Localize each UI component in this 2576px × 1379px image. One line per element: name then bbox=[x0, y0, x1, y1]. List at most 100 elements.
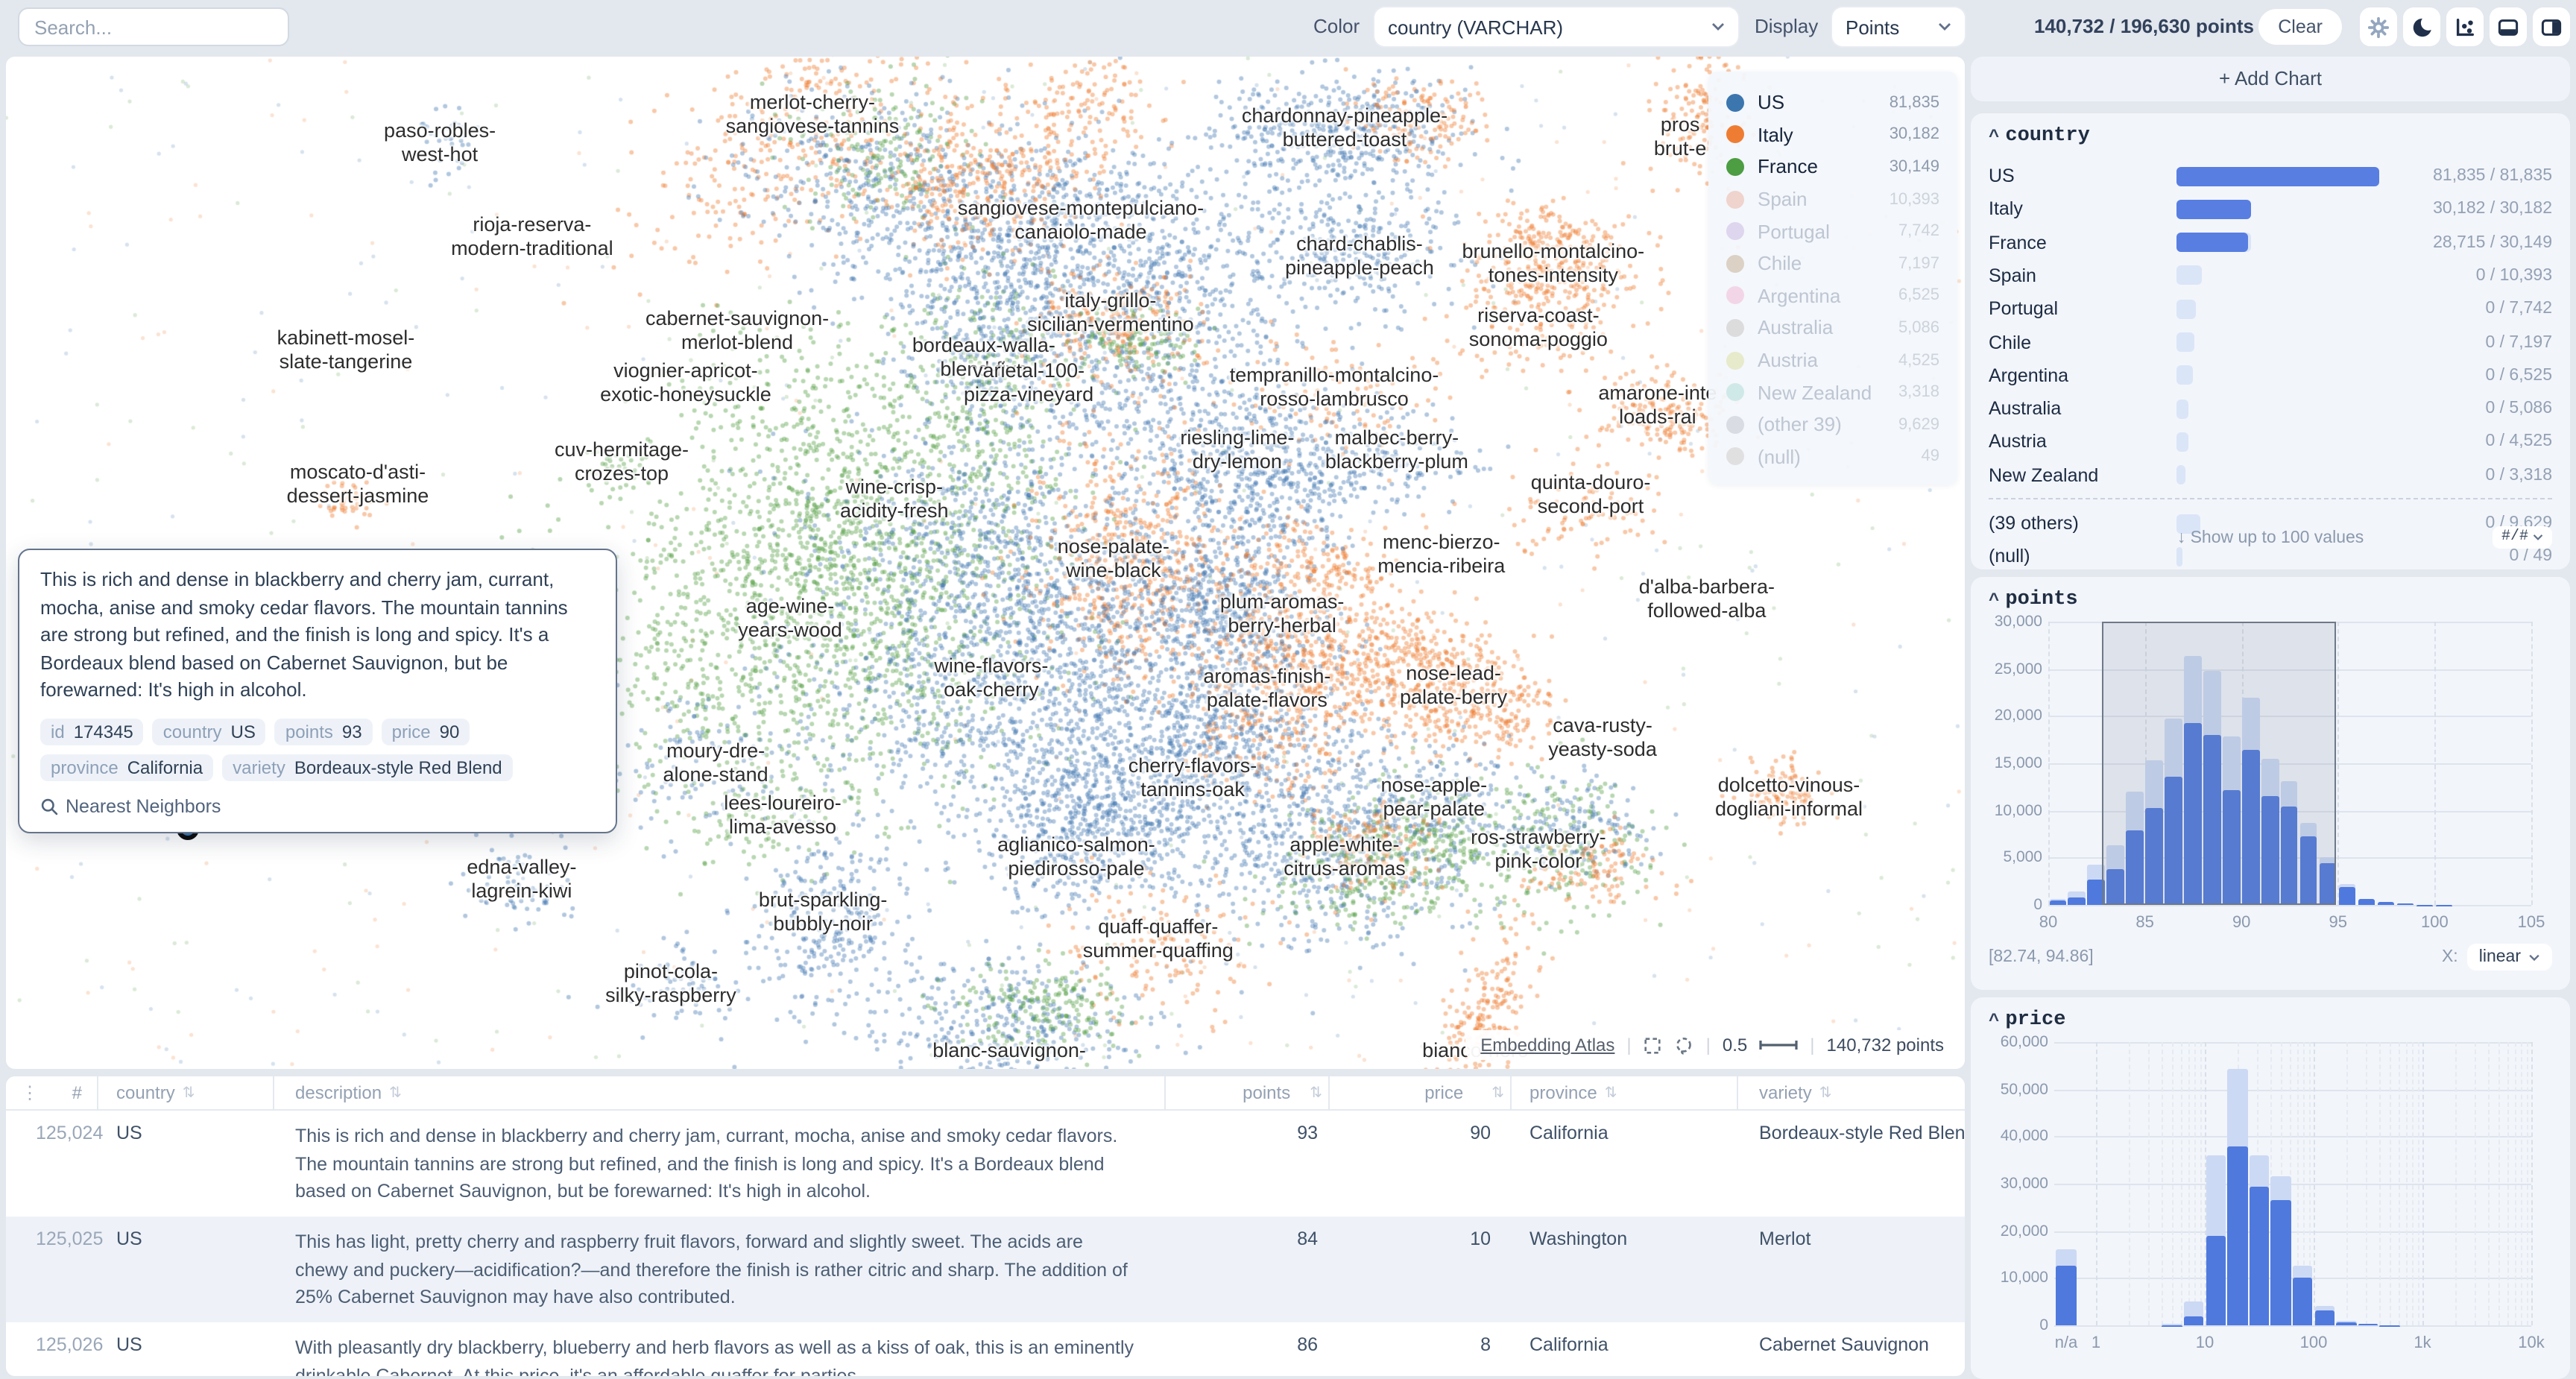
legend-item-argentina[interactable]: Argentina 6,525 bbox=[1708, 280, 1957, 312]
legend-item-france[interactable]: France 30,149 bbox=[1708, 151, 1957, 183]
country-row--null-[interactable]: (null) 0 / 49 bbox=[1989, 546, 2552, 567]
country-row-austria[interactable]: Austria 0 / 4,525 bbox=[1989, 431, 2552, 452]
tooltip-field-id: id 174345 bbox=[40, 718, 144, 745]
legend-item-portugal[interactable]: Portugal 7,742 bbox=[1708, 215, 1957, 247]
scale-bar-icon bbox=[1759, 1041, 1798, 1050]
country-row-portugal[interactable]: Portugal 0 / 7,742 bbox=[1989, 298, 2552, 320]
tooltip-description: This is rich and dense in blackberry and… bbox=[40, 568, 568, 701]
price-histogram[interactable] bbox=[2054, 1042, 2533, 1327]
price-chart-title: ^ price bbox=[1989, 1009, 2066, 1032]
column-header-country[interactable]: country ⇅ bbox=[98, 1076, 274, 1109]
tooltip-field-points: points 93 bbox=[274, 718, 373, 745]
embedding-map[interactable]: paso-robles-west-hot merlot-cherry-sangio… bbox=[6, 57, 1965, 1069]
column-header-id: # bbox=[36, 1076, 98, 1109]
legend-color-dot bbox=[1726, 447, 1744, 466]
points-histogram[interactable] bbox=[2048, 622, 2533, 906]
bottom-panel-icon bbox=[2498, 19, 2519, 35]
column-header-description[interactable]: description ⇅ bbox=[274, 1076, 1166, 1109]
display-select[interactable]: Points bbox=[1832, 7, 1965, 46]
table-row[interactable]: 125,026 US With pleasantly dry blackberry,… bbox=[36, 1334, 1929, 1376]
points-chart-card: ^ points [82.74, 94.86] X: linear 0 5,000… bbox=[1971, 577, 2570, 990]
country-row-australia[interactable]: Australia 0 / 5,086 bbox=[1989, 398, 2552, 420]
count-format-select[interactable]: #/# bbox=[2492, 526, 2552, 549]
country-row-italy[interactable]: Italy 30,182 / 30,182 bbox=[1989, 198, 2552, 220]
x-axis-label: X: bbox=[2441, 948, 2458, 966]
country-row-france[interactable]: France 28,715 / 30,149 bbox=[1989, 232, 2552, 253]
column-header-variety[interactable]: variety ⇅ bbox=[1759, 1082, 1832, 1103]
display-select-value: Points bbox=[1846, 16, 1900, 38]
chevron-down-icon bbox=[1939, 23, 1951, 31]
x-scale-select[interactable]: linear bbox=[2466, 944, 2552, 971]
column-header-points[interactable]: points ⇅ bbox=[1166, 1076, 1330, 1109]
legend-color-dot bbox=[1726, 93, 1744, 112]
legend-item-chile[interactable]: Chile 7,197 bbox=[1708, 247, 1957, 280]
legend-color-dot bbox=[1726, 125, 1744, 144]
chevron-down-icon bbox=[2529, 953, 2539, 961]
brush-range-label: [82.74, 94.86] bbox=[1989, 948, 2094, 966]
rect-select-icon[interactable] bbox=[1644, 1035, 1663, 1055]
country-row-chile[interactable]: Chile 0 / 7,197 bbox=[1989, 332, 2552, 353]
scatter-chart-icon bbox=[2456, 18, 2474, 36]
nearest-neighbors-link[interactable]: Nearest Neighbors bbox=[40, 796, 595, 817]
bottom-panel-toggle-button[interactable] bbox=[2490, 7, 2527, 46]
legend-color-dot bbox=[1726, 254, 1744, 273]
price-chart-card: ^ price 0 10,000 20,000 30,000 40,000 50,000 6… bbox=[1971, 997, 2570, 1379]
add-chart-button[interactable]: + Add Chart bbox=[1971, 57, 2570, 101]
collapse-icon[interactable]: ^ bbox=[1989, 590, 2000, 610]
legend-item-australia[interactable]: Australia 5,086 bbox=[1708, 312, 1957, 344]
color-label: Color bbox=[1313, 15, 1360, 37]
sort-icon[interactable]: ⇅ bbox=[1491, 1085, 1504, 1101]
clear-selection-button[interactable]: Clear bbox=[2258, 9, 2342, 45]
legend-item-italy[interactable]: Italy 30,182 bbox=[1708, 119, 1957, 151]
search-input[interactable] bbox=[18, 7, 289, 46]
magnifier-icon bbox=[41, 798, 58, 815]
country-row-us[interactable]: US 81,835 / 81,835 bbox=[1989, 165, 2552, 186]
legend-color-dot bbox=[1726, 318, 1744, 337]
show-more-values-link[interactable]: ↓ Show up to 100 values bbox=[2176, 529, 2364, 547]
collapse-icon[interactable]: ^ bbox=[1989, 126, 2000, 147]
right-panel-toggle-button[interactable] bbox=[2533, 7, 2570, 46]
points-brush[interactable] bbox=[2101, 622, 2336, 905]
column-header-price[interactable]: price ⇅ bbox=[1330, 1076, 1512, 1109]
sort-icon[interactable]: ⇅ bbox=[182, 1085, 195, 1101]
zoom-scale-value: 0.5 bbox=[1722, 1035, 1748, 1055]
legend-color-dot bbox=[1726, 351, 1744, 370]
sort-icon[interactable]: ⇅ bbox=[1604, 1085, 1617, 1101]
legend-item-austria[interactable]: Austria 4,525 bbox=[1708, 344, 1957, 376]
chart-panel-button[interactable] bbox=[2446, 7, 2484, 46]
moon-icon bbox=[2413, 17, 2431, 37]
collapse-icon[interactable]: ^ bbox=[1989, 1010, 2000, 1031]
gear-icon bbox=[2367, 16, 2390, 38]
column-header-province[interactable]: province ⇅ bbox=[1512, 1076, 1738, 1109]
chevron-down-icon bbox=[1712, 23, 1724, 31]
sort-icon[interactable]: ⇅ bbox=[389, 1085, 402, 1101]
legend-item--other-39-[interactable]: (other 39) 9,629 bbox=[1708, 408, 1957, 441]
legend-color-dot bbox=[1726, 222, 1744, 241]
legend-item--null-[interactable]: (null) 49 bbox=[1708, 441, 1957, 473]
legend-item-us[interactable]: US 81,835 bbox=[1708, 86, 1957, 119]
color-select-value: country (VARCHAR) bbox=[1388, 16, 1564, 38]
display-label: Display bbox=[1755, 15, 1819, 37]
table-row[interactable]: 125,024 US This is rich and dense in black… bbox=[36, 1123, 1965, 1202]
color-select[interactable]: country (VARCHAR) bbox=[1374, 7, 1738, 46]
lasso-select-icon[interactable] bbox=[1675, 1035, 1694, 1055]
sort-icon[interactable]: ⇅ bbox=[1310, 1085, 1322, 1101]
embedding-atlas-link[interactable]: Embedding Atlas bbox=[1480, 1035, 1615, 1055]
country-row-spain[interactable]: Spain 0 / 10,393 bbox=[1989, 265, 2552, 286]
settings-button[interactable] bbox=[2360, 7, 2397, 46]
row-menu-column: ⋮ bbox=[21, 1082, 39, 1103]
points-count: 140,732 / 196,630 points bbox=[2034, 15, 2254, 37]
country-row-new-zealand[interactable]: New Zealand 0 / 3,318 bbox=[1989, 464, 2552, 486]
legend-item-new-zealand[interactable]: New Zealand 3,318 bbox=[1708, 376, 1957, 408]
tooltip-field-country: country US bbox=[152, 718, 266, 745]
dark-mode-button[interactable] bbox=[2403, 7, 2440, 46]
sort-icon[interactable]: ⇅ bbox=[1819, 1085, 1832, 1101]
tooltip-field-price: price 90 bbox=[381, 718, 470, 745]
table-row[interactable]: 125,025 US This has light, pretty cherry a… bbox=[6, 1217, 1965, 1322]
tooltip-fields: id 174345 country US points 93 price 90 province… bbox=[40, 718, 595, 781]
legend-item-spain[interactable]: Spain 10,393 bbox=[1708, 183, 1957, 215]
toolbar: Color country (VARCHAR) Display Points 1… bbox=[0, 0, 2576, 54]
legend-color-dot bbox=[1726, 286, 1744, 305]
country-row-argentina[interactable]: Argentina 0 / 6,525 bbox=[1989, 365, 2552, 386]
